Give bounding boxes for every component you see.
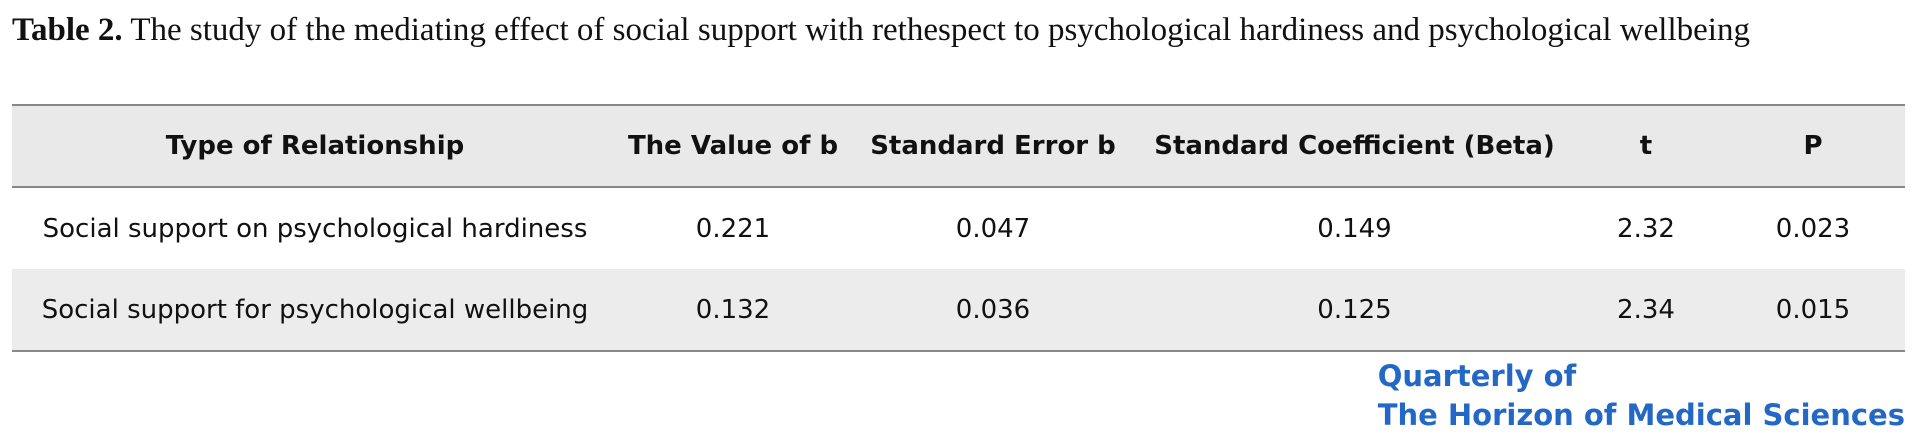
table-cell: 0.221: [695, 213, 771, 244]
header-row: Type of Relationship The Value of b Standa…: [12, 105, 1905, 187]
table-cell: 0.125: [1317, 294, 1392, 325]
header-cell: t: [1639, 131, 1653, 161]
table-row: Social support for psychological wellbei…: [12, 269, 1905, 351]
table-cell: 0.047: [955, 213, 1031, 244]
table-cell: 0.015: [1775, 294, 1851, 325]
logo-line: Quarterly of: [1377, 359, 1577, 393]
logo-line: The Horizon of Medical Sciences: [1377, 398, 1905, 432]
header-cell: The Value of b: [627, 131, 839, 161]
table-cell: Social support for psychological wellbei…: [41, 294, 589, 325]
table-cell: 2.34: [1617, 294, 1675, 325]
header-cell: P: [1803, 131, 1823, 161]
data-table: Type of Relationship The Value of b Standa…: [12, 104, 1905, 352]
header-cell: Standard Error b: [870, 131, 1116, 161]
table-row: Social support on psychological hardines…: [12, 187, 1905, 269]
table-cell: 0.149: [1317, 213, 1392, 244]
journal-logo: Quarterly of The Horizon of Medical Scie…: [1378, 357, 1905, 435]
table-cell: 0.036: [955, 294, 1031, 325]
table-cell: Social support on psychological hardines…: [42, 213, 588, 244]
table-body: Social support on psychological hardines…: [12, 187, 1905, 351]
table-caption: Table 2. The study of the mediating effe…: [12, 12, 1750, 49]
table-cell: 2.32: [1617, 213, 1675, 244]
header-cell: Type of Relationship: [165, 131, 465, 161]
caption-label: Table 2.: [12, 12, 123, 48]
table-cell: 0.132: [695, 294, 771, 325]
header-cell: Standard Coefficient (Beta): [1154, 131, 1555, 161]
caption-text: The study of the mediating effect of soc…: [130, 12, 1750, 48]
table-cell: 0.023: [1775, 213, 1851, 244]
